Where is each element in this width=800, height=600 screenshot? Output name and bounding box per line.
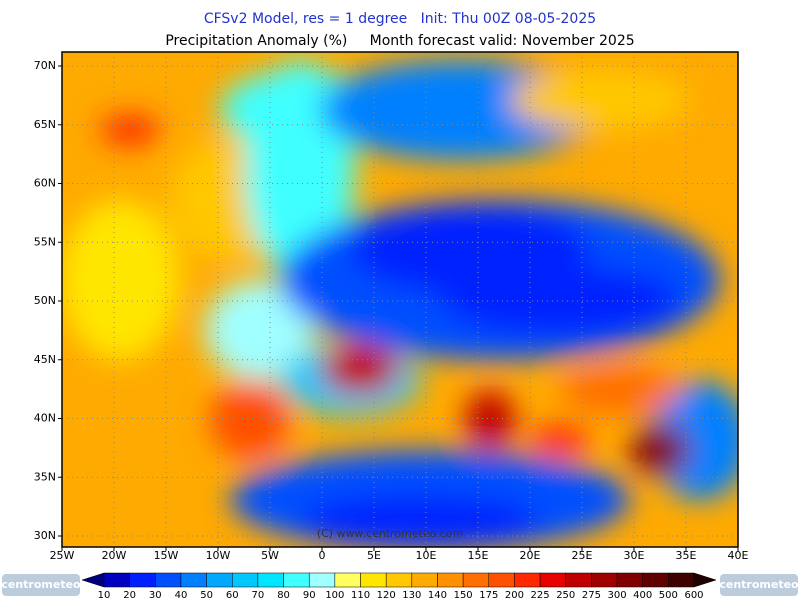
lat-label: 30N — [34, 529, 56, 542]
colorbar-label: 20 — [123, 590, 136, 600]
colorbar-label: 120 — [377, 590, 396, 600]
lat-label: 50N — [34, 294, 56, 307]
colorbar-label: 90 — [303, 590, 316, 600]
colorbar-label: 130 — [402, 590, 421, 600]
colorbar-swatch — [155, 572, 182, 588]
colorbar-label: 250 — [556, 590, 575, 600]
colorbar-swatch — [539, 572, 566, 588]
lon-label: 35E — [676, 549, 697, 562]
lat-label: 65N — [34, 118, 56, 131]
lon-label: 20E — [520, 549, 541, 562]
lon-label: 15W — [154, 549, 179, 562]
colorbar-arrow — [693, 572, 717, 588]
colorbar-arrow — [81, 572, 105, 588]
colorbar: 10 20 30 40 50 60 70 80 90 100 110 120 130 140 150 175 2… — [81, 572, 717, 600]
colorbar-swatch — [283, 572, 310, 588]
colorbar-label: 600 — [684, 590, 703, 600]
colorbar-swatch — [129, 572, 156, 588]
logo-right: centrometeo — [719, 578, 799, 591]
colorbar-label: 300 — [607, 590, 626, 600]
logo-left-box — [2, 574, 80, 596]
colorbar-swatch — [642, 572, 669, 588]
colorbar-label: 60 — [226, 590, 239, 600]
subtitle: Precipitation Anomaly (%) Month forecast… — [165, 33, 634, 49]
lat-label: 55N — [34, 235, 56, 248]
colorbar-swatch — [488, 572, 515, 588]
lon-label: 30E — [624, 549, 645, 562]
colorbar-swatch — [334, 572, 361, 588]
colorbar-label: 275 — [582, 590, 601, 600]
lon-label: 10W — [206, 549, 231, 562]
lon-label: 5E — [367, 549, 381, 562]
grid: 25W 20W 15W 10W 5W 0 5E 10E 15E 20E 25E 30E 35E 40E 30… — [34, 52, 749, 562]
colorbar-swatch — [180, 572, 207, 588]
colorbar-swatch — [616, 572, 643, 588]
colorbar-label: 150 — [454, 590, 473, 600]
colorbar-swatch — [206, 572, 233, 588]
colorbar-swatch — [437, 572, 464, 588]
colorbar-swatch — [257, 572, 284, 588]
lon-label: 20W — [102, 549, 127, 562]
lon-label: 40E — [728, 549, 749, 562]
colorbar-swatch — [360, 572, 387, 588]
colorbar-label: 10 — [98, 590, 111, 600]
lon-label: 5W — [261, 549, 279, 562]
colorbar-label: 70 — [252, 590, 265, 600]
lon-label: 25E — [572, 549, 593, 562]
lat-label: 45N — [34, 353, 56, 366]
colorbar-label: 40 — [175, 590, 188, 600]
colorbar-label: 110 — [351, 590, 370, 600]
colorbar-label: 400 — [633, 590, 652, 600]
colorbar-label: 140 — [428, 590, 447, 600]
lat-label: 60N — [34, 177, 56, 190]
map-field — [62, 52, 738, 547]
lon-label: 10E — [416, 549, 437, 562]
logo-right-box — [720, 574, 798, 596]
lat-label: 70N — [34, 59, 56, 72]
colorbar-swatch — [591, 572, 618, 588]
colorbar-label: 100 — [325, 590, 344, 600]
colorbar-label: 200 — [505, 590, 524, 600]
colorbar-label: 225 — [531, 590, 550, 600]
colorbar-swatch — [308, 572, 336, 588]
colorbar-swatch — [462, 572, 490, 588]
lat-label: 40N — [34, 412, 56, 425]
map-frame — [61, 51, 739, 548]
colorbar-swatch — [565, 572, 592, 588]
logo-left: centrometeo — [1, 578, 81, 591]
title: CFSv2 Model, res = 1 degree Init: Thu 00… — [204, 11, 596, 27]
colorbar-label: 30 — [149, 590, 162, 600]
lat-label: 35N — [34, 470, 56, 483]
colorbar-swatch — [103, 572, 130, 588]
colorbar-swatch — [232, 572, 259, 588]
colorbar-label: 80 — [277, 590, 290, 600]
lon-label: 25W — [50, 549, 75, 562]
colorbar-swatch — [668, 572, 695, 588]
lon-label: 15E — [468, 549, 489, 562]
lon-label: 0 — [319, 549, 326, 562]
colorbar-label: 500 — [659, 590, 678, 600]
colorbar-swatch — [411, 572, 438, 588]
colorbar-swatch — [514, 572, 541, 588]
copyright: (C) www.centrometeo.com — [317, 527, 463, 540]
colorbar-swatch — [385, 572, 413, 588]
colorbar-label: 175 — [479, 590, 498, 600]
colorbar-label: 50 — [200, 590, 213, 600]
